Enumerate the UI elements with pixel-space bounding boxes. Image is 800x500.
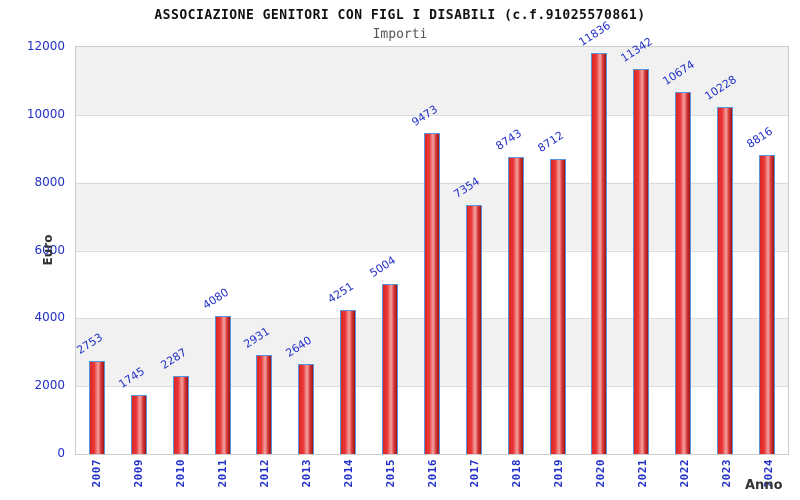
- x-tick-label: 2014: [341, 459, 355, 488]
- bar-slot: 4251: [325, 47, 369, 454]
- chart-title: ASSOCIAZIONE GENITORI CON FIGL I DISABIL…: [154, 8, 646, 23]
- bar: [633, 69, 650, 454]
- bar: [717, 107, 734, 454]
- x-tick-label: 2017: [467, 459, 481, 488]
- x-tick-label: 2023: [719, 459, 733, 488]
- bar: [172, 376, 189, 454]
- bar-slot: 11342: [619, 35, 662, 454]
- bar-value-label: 8743: [493, 126, 524, 153]
- bars-container: 2753 1745 2287 4080 2931 2640 4251 5004 9473 7354…: [74, 19, 788, 454]
- y-tick-label: 6000: [34, 242, 65, 257]
- bar-slot: 10228: [702, 47, 746, 454]
- bar: [507, 157, 524, 454]
- y-tick-label: 12000: [26, 39, 65, 53]
- bar-slot: 11836: [577, 19, 621, 454]
- x-tick-label: 2022: [677, 459, 691, 488]
- bar-value-label: 7354: [451, 174, 482, 201]
- bar: [465, 205, 482, 454]
- bar-slot: 8816: [744, 47, 788, 454]
- x-tick-label: 2016: [425, 459, 439, 488]
- bar-slot: 2753: [74, 47, 118, 454]
- y-tick-label: 4000: [34, 310, 65, 325]
- gridline: [76, 114, 788, 116]
- x-tick-label: 2012: [257, 459, 271, 488]
- x-axis-title: Anno: [745, 478, 783, 493]
- bar-value-label: 10674: [660, 57, 698, 88]
- y-tick-label: 0: [57, 446, 65, 460]
- x-axis-tick-labels: 2007 2009 2010 2011 2012 2013 2014 2015 2016 2017…: [75, 459, 789, 499]
- bar-slot: 10674: [660, 47, 704, 454]
- x-tick-label: 2019: [551, 459, 565, 488]
- bar-slot: 8743: [493, 47, 537, 454]
- chart-subtitle: Importi: [372, 27, 428, 42]
- bar-value-label: 4251: [325, 279, 357, 306]
- bar-value-label: 4080: [200, 285, 231, 312]
- bar-value-label: 8816: [744, 124, 775, 151]
- bar-value-label: 10228: [702, 72, 739, 103]
- x-tick-label: 2009: [131, 459, 145, 488]
- bar: [382, 284, 399, 454]
- x-tick-label: 2011: [215, 459, 229, 488]
- bar-value-label: 2931: [241, 324, 273, 351]
- bar-slot: 2287: [158, 47, 202, 454]
- bar: [675, 92, 692, 454]
- bar-value-label: 8712: [535, 128, 566, 155]
- bar-slot: 1745: [116, 47, 160, 454]
- bar: [130, 395, 147, 454]
- bar: [340, 310, 357, 454]
- x-tick-label: 2020: [593, 459, 607, 488]
- x-tick-label: 2021: [635, 459, 649, 488]
- x-tick-label: 2013: [299, 459, 313, 488]
- bar: [298, 364, 315, 454]
- y-axis-tick-labels: 0 2000 4000 6000 8000 10000 12000: [0, 0, 70, 500]
- x-tick-label: 2007: [89, 459, 103, 488]
- y-tick-label: 10000: [26, 106, 65, 121]
- bar-slot: 7354: [451, 47, 495, 454]
- bar-slot: 2640: [283, 47, 327, 454]
- bar-slot: 5004: [367, 47, 411, 454]
- x-tick-label: 2018: [509, 459, 523, 488]
- bar: [758, 155, 775, 454]
- bar: [423, 133, 440, 454]
- bar-value-label: 5004: [367, 253, 399, 280]
- bar-slot: 4080: [200, 47, 244, 454]
- y-tick-label: 2000: [34, 378, 65, 393]
- bar: [256, 355, 273, 454]
- y-tick-label: 8000: [34, 174, 65, 189]
- x-tick-label: 2010: [173, 459, 187, 488]
- bar: [591, 53, 608, 454]
- bar: [549, 159, 566, 454]
- x-tick-label: 2015: [383, 459, 397, 488]
- y-axis-title: Euro: [41, 234, 55, 266]
- bar-value-label: 2753: [74, 330, 105, 357]
- bar-value-label: 2287: [158, 345, 189, 372]
- bar-slot: 9473: [409, 47, 453, 454]
- bar-slot: 8712: [535, 47, 579, 454]
- bar: [214, 316, 231, 454]
- bar-value-label: 1745: [116, 364, 147, 391]
- bar-value-label: 2640: [283, 333, 315, 360]
- plot-area: 2753 1745 2287 4080 2931 2640 4251 5004 9473 7354…: [74, 19, 789, 455]
- bar-value-label: 9473: [409, 102, 440, 129]
- bar-slot: 2931: [241, 47, 286, 454]
- bar: [88, 361, 105, 454]
